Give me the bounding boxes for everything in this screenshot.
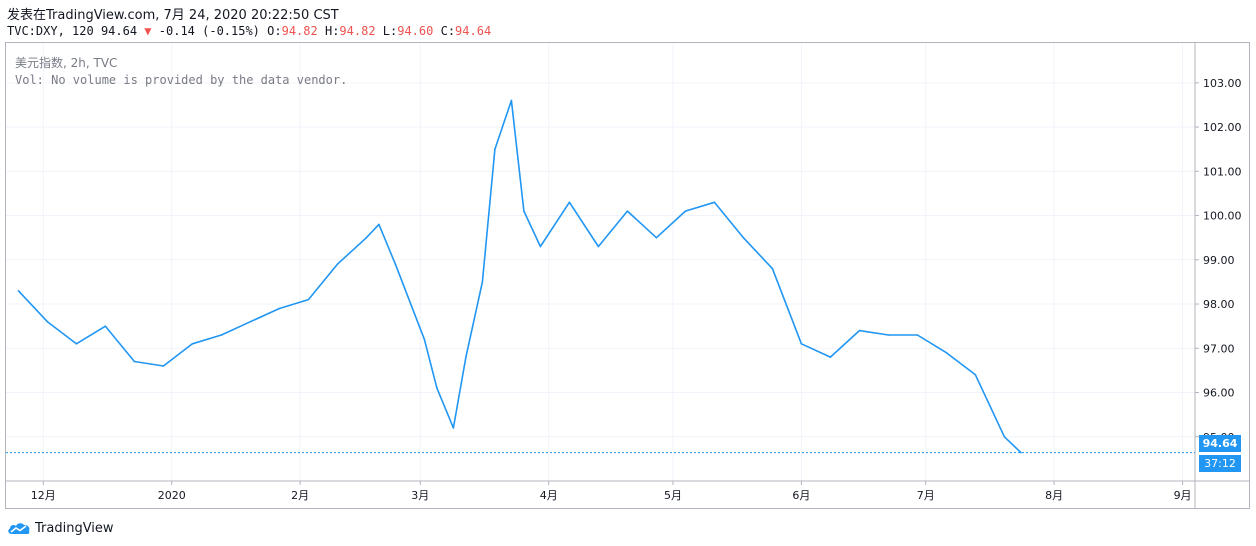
data-point (378, 223, 380, 226)
x-tick-label: 2020 (158, 489, 186, 502)
series-legend-title: 美元指数, 2h, TVC (15, 56, 118, 70)
bar-countdown-badge: 37:12 (1199, 455, 1241, 472)
y-tick-label: 101.00 (1203, 165, 1242, 178)
high-value: 94.82 (339, 24, 376, 38)
x-tick-label: 7月 (917, 489, 935, 502)
data-point (104, 325, 107, 327)
x-tick-label: 4月 (540, 489, 558, 502)
x-tick-label: 3月 (411, 489, 429, 502)
chart-frame[interactable] (5, 42, 1250, 509)
y-tick-label: 102.00 (1203, 121, 1242, 134)
y-tick-label: 96.00 (1203, 387, 1235, 400)
last-price: 94.64 (100, 24, 138, 38)
data-point (162, 365, 165, 367)
data-point (945, 351, 948, 354)
data-point (829, 356, 832, 358)
data-point (1020, 451, 1022, 454)
data-point (191, 343, 194, 345)
data-point (220, 334, 223, 336)
data-point (436, 387, 438, 389)
data-point (494, 148, 496, 150)
price-series-line (17, 99, 1022, 454)
price-change: -0.14 (-0.15%) (158, 24, 260, 38)
data-point (394, 263, 397, 266)
data-point (916, 334, 919, 336)
y-tick-label: 98.00 (1203, 298, 1235, 311)
data-point (510, 99, 513, 102)
price-axis: 95.0096.0097.0098.0099.00100.00101.00102… (1195, 77, 1242, 444)
close-label: C: (440, 24, 456, 38)
data-point (597, 245, 600, 248)
data-point (1003, 435, 1006, 438)
x-tick-label: 12月 (31, 489, 56, 502)
data-point (452, 427, 455, 429)
time-axis: 12月 2020 2月 3月 4月 5月 6月 7月 8月 9月 (31, 481, 1192, 502)
data-point (307, 298, 310, 301)
x-tick-label: 6月 (792, 489, 810, 502)
data-point (481, 281, 484, 283)
data-point (75, 343, 78, 345)
current-price-badge: 94.64 (1199, 435, 1241, 452)
data-point (684, 210, 687, 212)
brand-name: TradingView (35, 520, 114, 536)
data-point (800, 343, 803, 345)
data-point (887, 334, 890, 336)
data-point (771, 267, 774, 270)
down-arrow-icon: ▼ (144, 24, 152, 38)
data-point (713, 201, 716, 204)
tradingview-cloud-icon (8, 523, 30, 534)
open-label: O: (267, 24, 282, 38)
x-tick-label: 2月 (291, 489, 309, 502)
data-point (742, 236, 745, 239)
data-point (249, 320, 252, 323)
data-point (539, 245, 542, 248)
data-point (365, 236, 368, 239)
tradingview-brand[interactable]: TradingView (7, 518, 114, 538)
chart-grid (6, 43, 1195, 481)
data-point (278, 307, 281, 310)
data-point (858, 329, 861, 332)
y-tick-label: 99.00 (1203, 254, 1235, 267)
volume-note: Vol: No volume is provided by the data v… (15, 73, 348, 87)
y-tick-label: 97.00 (1203, 342, 1235, 355)
open-value: 94.82 (281, 24, 318, 38)
data-point (17, 289, 20, 292)
data-point (46, 320, 49, 323)
data-point (336, 263, 339, 266)
data-point (655, 236, 658, 239)
low-value: 94.60 (397, 24, 434, 38)
x-tick-label: 8月 (1045, 489, 1063, 502)
data-point (423, 338, 426, 341)
data-point (133, 360, 136, 363)
ohlc-summary: TVC:DXY, 120 94.64 ▼ -0.14 (-0.15%) O:94… (7, 24, 491, 38)
x-tick-label: 5月 (664, 489, 682, 502)
y-tick-label: 103.00 (1203, 77, 1242, 90)
data-point (626, 210, 629, 212)
data-point (465, 356, 467, 358)
data-point (523, 210, 525, 212)
data-point (568, 201, 571, 204)
close-value: 94.64 (455, 24, 492, 38)
low-label: L: (382, 24, 398, 38)
y-tick-label: 100.00 (1203, 210, 1242, 223)
price-series-points (17, 99, 1022, 454)
symbol-label: TVC:DXY, 120 (7, 24, 94, 38)
x-tick-label: 9月 (1174, 489, 1192, 502)
high-label: H: (324, 24, 340, 38)
publish-info: 发表在TradingView.com, 7月 24, 2020 20:22:50… (7, 8, 339, 23)
data-point (974, 374, 977, 376)
